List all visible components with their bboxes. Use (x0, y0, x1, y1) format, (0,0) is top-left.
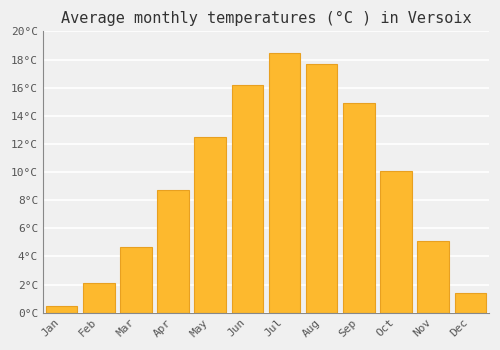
Bar (418, 241, 449, 313)
Bar (306, 64, 338, 313)
Bar (380, 171, 412, 313)
Bar (83, 283, 114, 313)
Bar (46, 306, 78, 313)
Bar (454, 293, 486, 313)
Bar (120, 246, 152, 313)
Bar (157, 190, 189, 313)
Bar (232, 85, 263, 313)
Bar (268, 52, 300, 313)
Title: Average monthly temperatures (°C ) in Versoix: Average monthly temperatures (°C ) in Ve… (60, 11, 471, 26)
Bar (343, 103, 374, 313)
Bar (194, 137, 226, 313)
